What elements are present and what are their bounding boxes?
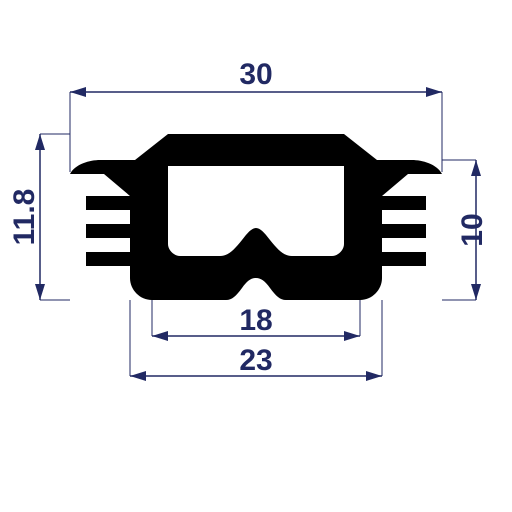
dim-top_30-label: 30: [239, 58, 272, 91]
dim-bot_23-label: 23: [239, 344, 272, 377]
dim-mid_18-label: 18: [239, 304, 272, 337]
dim-left_11_8-label: 11.8: [8, 189, 41, 246]
dim-mid_18: 18: [152, 300, 360, 341]
dim-right_10: 10: [442, 160, 489, 300]
dim-right_10-label: 10: [456, 213, 489, 246]
dim-left_11_8: 11.8: [8, 134, 70, 300]
